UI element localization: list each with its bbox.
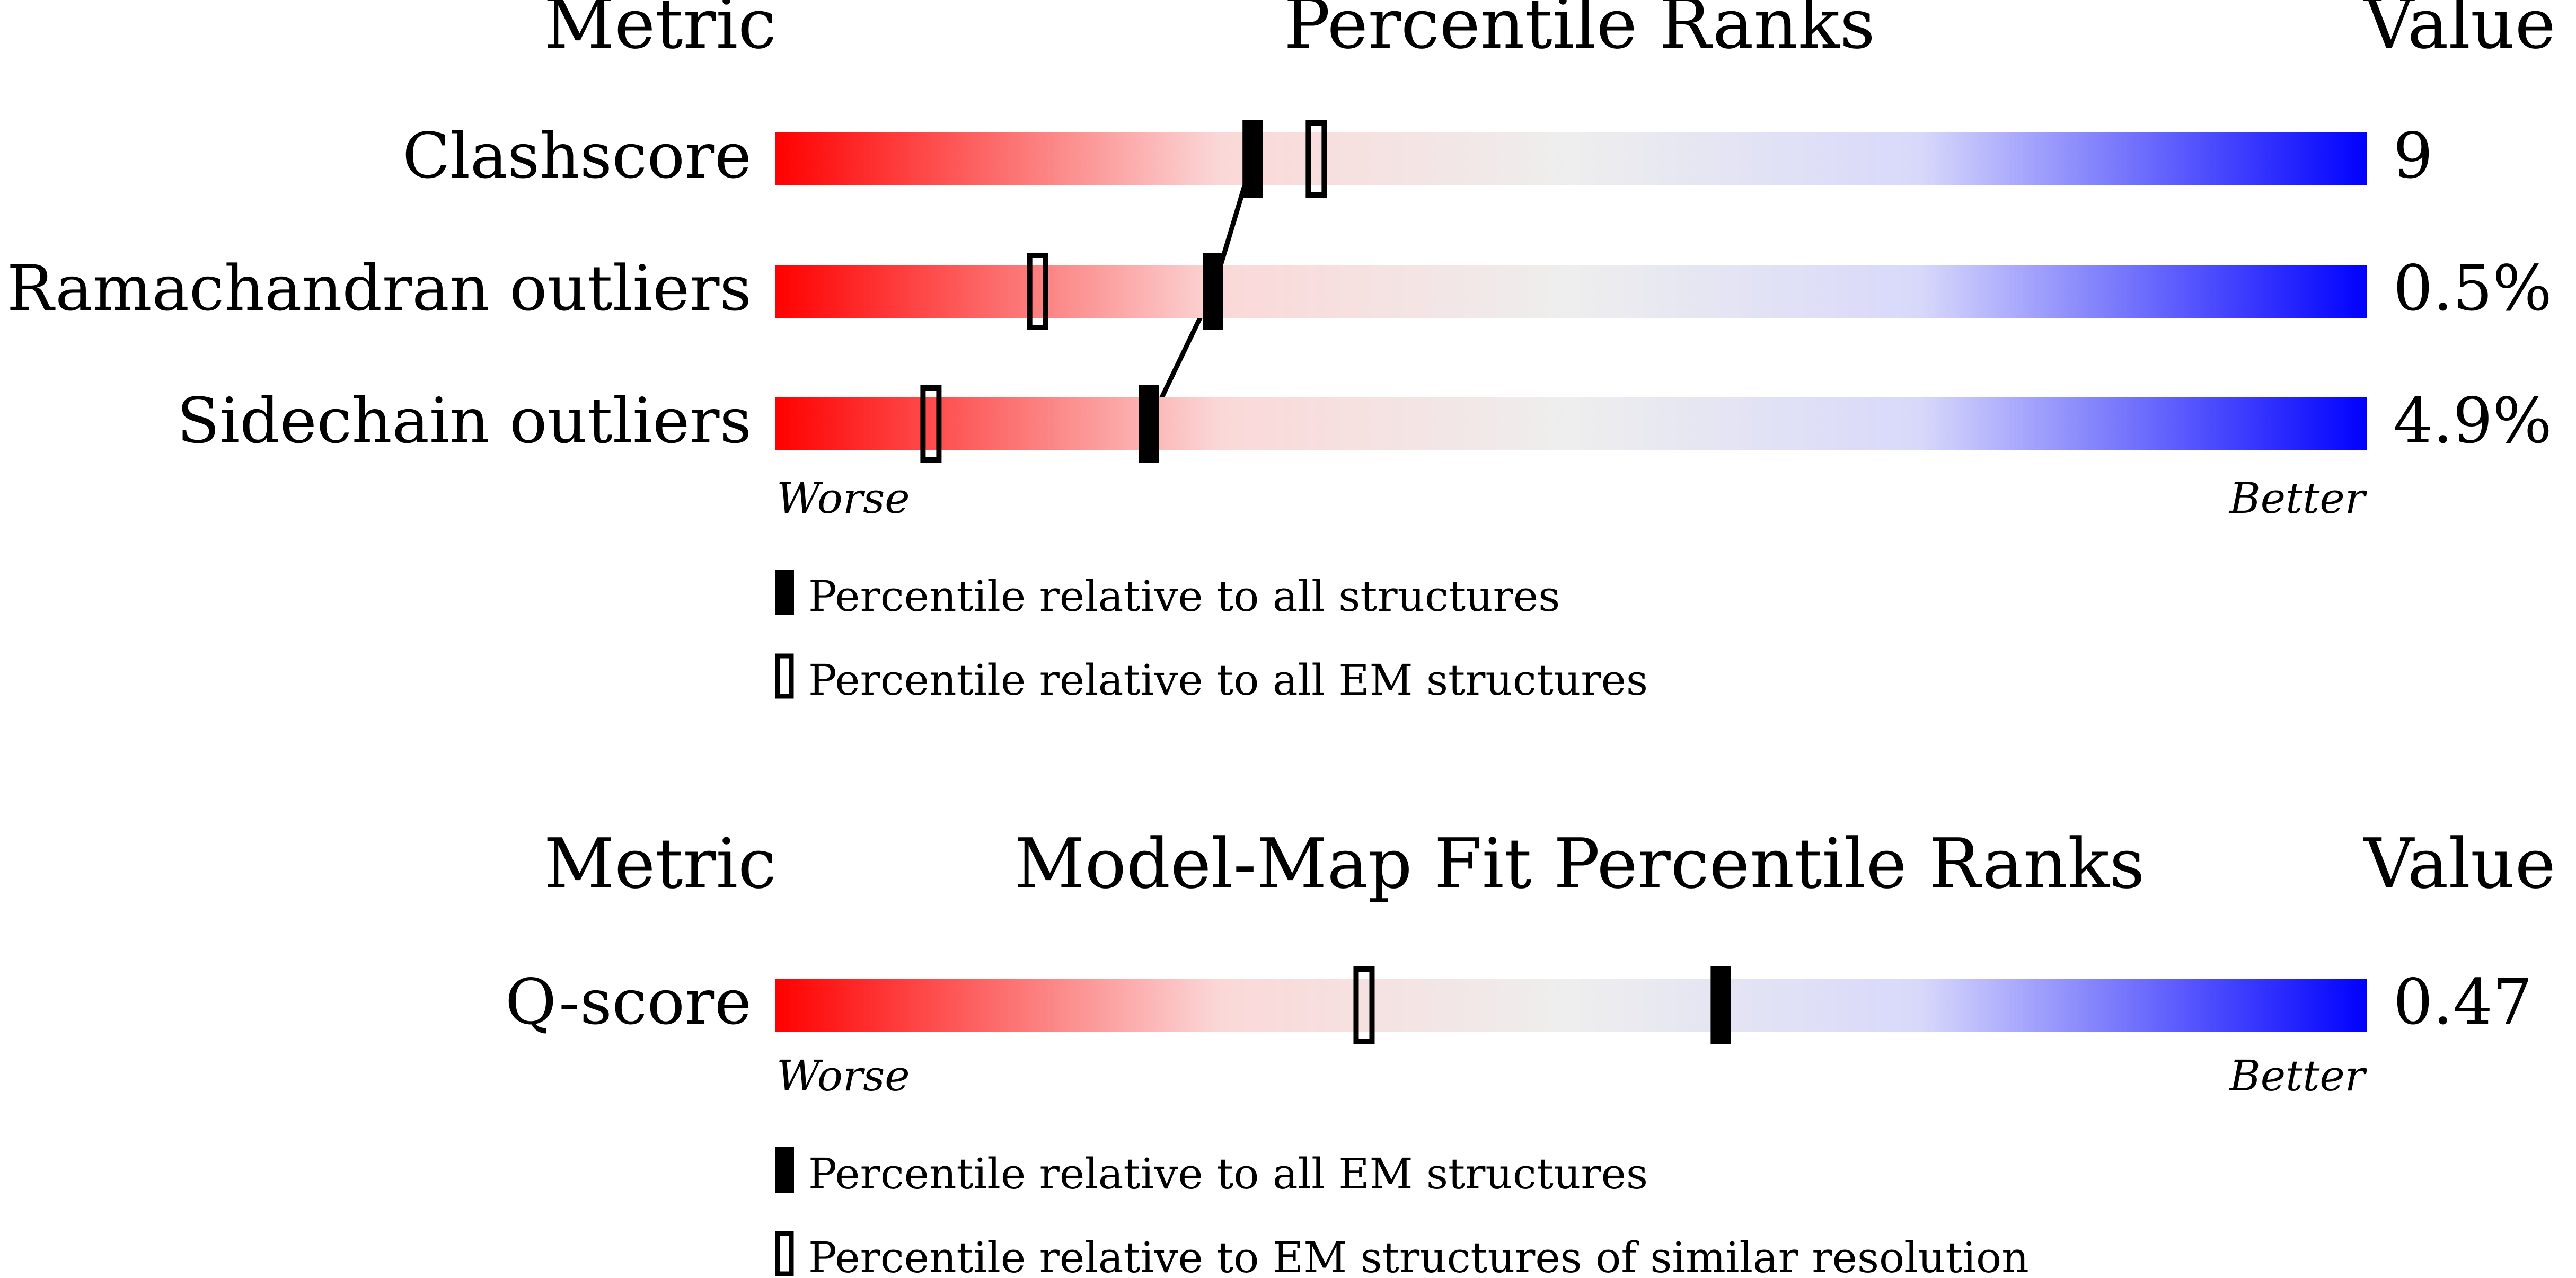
legend-label: Percentile relative to all EM structures [808, 1149, 1648, 1199]
metric-value: 0.47 [2393, 965, 2533, 1039]
metric-header: Metric [544, 0, 777, 64]
metric-value: 4.9% [2393, 384, 2552, 457]
worse-label: Worse [777, 1051, 910, 1100]
percentile-gradient-bar [775, 132, 2367, 185]
metric-label: Q-score [505, 965, 752, 1039]
percentile-panel-1: Metric Percentile Ranks Value Clashscore 9 Ra… [7, 0, 2556, 705]
metric-value: 0.5% [2393, 252, 2552, 325]
metric-row: Clashscore 9 [402, 119, 2433, 198]
legend-filled-marker-icon [775, 1147, 794, 1193]
metric-label: Ramachandran outliers [7, 252, 752, 325]
panel-title: Model-Map Fit Percentile Ranks [1014, 823, 2145, 904]
metric-row: Sidechain outliers 4.9% [177, 384, 2552, 463]
panel-title: Percentile Ranks [1284, 0, 1875, 64]
metric-row: Ramachandran outliers 0.5% [7, 252, 2552, 330]
metric-header: Metric [544, 823, 777, 904]
metric-label: Sidechain outliers [177, 384, 752, 457]
legend-label: Percentile relative to all structures [808, 572, 1560, 621]
better-label: Better [2228, 1051, 2368, 1100]
legend-label: Percentile relative to all EM structures [808, 655, 1648, 705]
legend-hollow-marker-icon [775, 653, 794, 699]
hollow-percentile-marker [920, 385, 942, 463]
metric-row: Q-score 0.47 [505, 965, 2533, 1044]
hollow-percentile-marker [1353, 966, 1375, 1044]
legend-item: Percentile relative to EM structures of … [775, 1231, 2029, 1278]
better-label: Better [2228, 474, 2368, 523]
legend-hollow-marker-icon [775, 1231, 794, 1276]
value-header: Value [2363, 823, 2556, 904]
metric-value: 9 [2393, 119, 2433, 192]
percentile-gradient-bar [775, 265, 2367, 318]
hollow-percentile-marker [1305, 120, 1327, 198]
legend-item: Percentile relative to all EM structures [775, 653, 1648, 705]
legend-filled-marker-icon [775, 570, 794, 615]
percentile-gradient-bar [775, 979, 2367, 1032]
percentile-panel-2: Metric Model-Map Fit Percentile Ranks Valu… [505, 823, 2556, 1278]
filled-percentile-marker [1710, 966, 1731, 1044]
hollow-percentile-marker [1027, 253, 1048, 330]
legend-label: Percentile relative to EM structures of … [808, 1233, 2029, 1278]
worse-label: Worse [777, 474, 910, 523]
legend-item: Percentile relative to all EM structures [775, 1147, 1648, 1199]
percentile-gradient-bar [775, 397, 2367, 450]
filled-percentile-marker [1203, 253, 1223, 330]
filled-percentile-marker [1139, 385, 1159, 463]
metric-label: Clashscore [402, 119, 752, 192]
value-header: Value [2363, 0, 2556, 64]
panels: Metric Percentile Ranks Value Clashscore 9 Ra… [7, 0, 2556, 1278]
legend-item: Percentile relative to all structures [775, 570, 1560, 621]
filled-percentile-marker [1242, 120, 1263, 198]
